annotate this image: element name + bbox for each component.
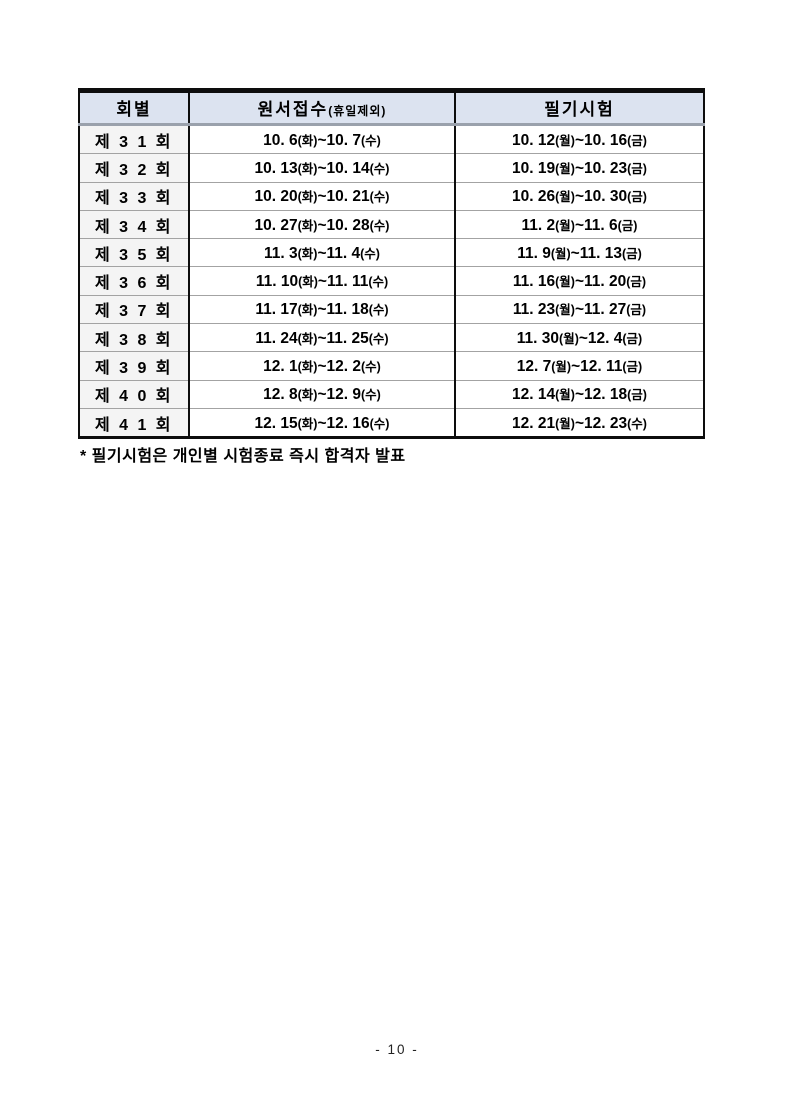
round-cell: 제 3 8 회 bbox=[79, 323, 189, 352]
application-period-cell: 11. 3(화)~11. 4(수) bbox=[188, 238, 455, 267]
exam-period-cell: 12. 14(월)~12. 18(금) bbox=[454, 379, 704, 409]
application-period-cell: 10. 13(화)~10. 14(수) bbox=[188, 153, 455, 183]
footnote: * 필기시험은 개인별 시험종료 즉시 합격자 발표 bbox=[80, 448, 406, 465]
round-cell: 제 3 9 회 bbox=[79, 351, 189, 381]
round-cell: 제 3 7 회 bbox=[79, 294, 189, 324]
table-row: 제 3 2 회 10. 13(화)~10. 14(수) 10. 19(월)~10… bbox=[79, 153, 704, 183]
exam-period-cell: 11. 23(월)~11. 27(금) bbox=[454, 294, 704, 324]
round-cell: 제 3 6 회 bbox=[79, 266, 189, 296]
application-period-cell: 11. 17(화)~11. 18(수) bbox=[188, 294, 455, 324]
exam-period-cell: 12. 7(월)~12. 11(금) bbox=[454, 351, 704, 381]
column-header-round: 회별 bbox=[79, 90, 189, 126]
application-period-cell: 12. 8(화)~12. 9(수) bbox=[188, 379, 455, 409]
column-header-exam-label: 필기시험 bbox=[544, 100, 615, 119]
table-row: 제 3 6 회 11. 10(화)~11. 11(수) 11. 16(월)~11… bbox=[79, 266, 704, 296]
application-period-cell: 12. 15(화)~12. 16(수) bbox=[188, 407, 455, 438]
table-row: 제 3 4 회 10. 27(화)~10. 28(수) 11. 2(월)~11.… bbox=[79, 209, 704, 239]
round-cell: 제 4 0 회 bbox=[79, 379, 189, 409]
column-header-application-sublabel: (휴일제외) bbox=[328, 104, 387, 118]
exam-period-cell: 12. 21(월)~12. 23(수) bbox=[454, 407, 704, 438]
round-cell: 제 4 1 회 bbox=[79, 407, 189, 438]
exam-period-cell: 11. 9(월)~11. 13(금) bbox=[454, 238, 704, 267]
table-header-row: 회별 원서접수(휴일제외) 필기시험 bbox=[79, 90, 704, 126]
table-row: 제 4 1 회 12. 15(화)~12. 16(수) 12. 21(월)~12… bbox=[79, 407, 704, 438]
column-header-application-label: 원서접수 bbox=[257, 100, 329, 119]
exam-period-cell: 11. 30(월)~12. 4(금) bbox=[454, 323, 704, 352]
round-cell: 제 3 1 회 bbox=[79, 124, 189, 154]
exam-period-cell: 11. 2(월)~11. 6(금) bbox=[454, 209, 704, 239]
exam-period-cell: 10. 26(월)~10. 30(금) bbox=[454, 181, 704, 211]
application-period-cell: 10. 27(화)~10. 28(수) bbox=[188, 209, 455, 239]
table-row: 제 3 8 회 11. 24(화)~11. 25(수) 11. 30(월)~12… bbox=[79, 323, 704, 352]
table-row: 제 3 5 회 11. 3(화)~11. 4(수) 11. 9(월)~11. 1… bbox=[79, 238, 704, 267]
application-period-cell: 10. 20(화)~10. 21(수) bbox=[188, 181, 455, 211]
column-header-exam: 필기시험 bbox=[454, 90, 704, 126]
exam-period-cell: 10. 19(월)~10. 23(금) bbox=[454, 153, 704, 183]
round-cell: 제 3 3 회 bbox=[79, 181, 189, 211]
exam-schedule-table: 회별 원서접수(휴일제외) 필기시험 제 3 1 회 10. 6(화)~10. … bbox=[78, 88, 705, 440]
page-number: - 10 - bbox=[375, 1042, 419, 1057]
table-row: 제 3 1 회 10. 6(화)~10. 7(수) 10. 12(월)~10. … bbox=[79, 124, 704, 154]
table-row: 제 3 3 회 10. 20(화)~10. 21(수) 10. 26(월)~10… bbox=[79, 181, 704, 211]
table-row: 제 3 7 회 11. 17(화)~11. 18(수) 11. 23(월)~11… bbox=[79, 294, 704, 324]
table-row: 제 4 0 회 12. 8(화)~12. 9(수) 12. 14(월)~12. … bbox=[79, 379, 704, 409]
application-period-cell: 11. 10(화)~11. 11(수) bbox=[188, 266, 455, 296]
round-cell: 제 3 5 회 bbox=[79, 238, 189, 267]
table-row: 제 3 9 회 12. 1(화)~12. 2(수) 12. 7(월)~12. 1… bbox=[79, 351, 704, 381]
exam-period-cell: 11. 16(월)~11. 20(금) bbox=[454, 266, 704, 296]
exam-period-cell: 10. 12(월)~10. 16(금) bbox=[454, 124, 704, 154]
column-header-application: 원서접수(휴일제외) bbox=[188, 90, 455, 126]
column-header-round-label: 회별 bbox=[116, 100, 152, 119]
application-period-cell: 10. 6(화)~10. 7(수) bbox=[188, 124, 455, 154]
application-period-cell: 12. 1(화)~12. 2(수) bbox=[188, 351, 455, 381]
round-cell: 제 3 4 회 bbox=[79, 209, 189, 239]
round-cell: 제 3 2 회 bbox=[79, 153, 189, 183]
application-period-cell: 11. 24(화)~11. 25(수) bbox=[188, 323, 455, 352]
